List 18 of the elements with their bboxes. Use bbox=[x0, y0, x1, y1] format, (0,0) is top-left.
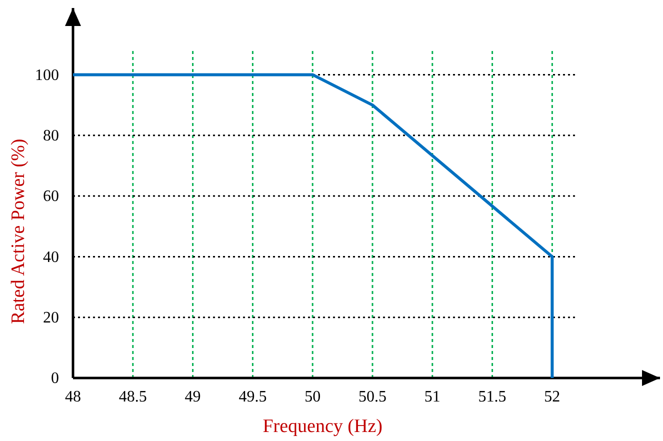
line-series bbox=[72, 73, 554, 380]
x-tick-label: 52 bbox=[544, 388, 560, 406]
x-axis-title: Frequency (Hz) bbox=[262, 416, 382, 437]
x-tick-label: 50.5 bbox=[358, 388, 386, 406]
y-tick-label: 20 bbox=[43, 309, 59, 326]
x-tick-label: 49 bbox=[184, 388, 201, 406]
y-tick-label: 0 bbox=[51, 370, 59, 388]
y-tick-label: 100 bbox=[35, 66, 59, 84]
x-tick-label: 49.5 bbox=[238, 388, 267, 406]
y-axis-title: Rated Active Power (%) bbox=[8, 138, 29, 324]
y-tick-label: 40 bbox=[43, 248, 59, 266]
y-tick-label: 80 bbox=[43, 127, 59, 144]
x-tick-label: 51 bbox=[424, 388, 440, 406]
y-tick-label: 60 bbox=[43, 188, 59, 206]
x-tick-label: 51.5 bbox=[478, 388, 506, 406]
x-tick-label: 48 bbox=[65, 388, 81, 406]
x-tick-label: 48.5 bbox=[118, 388, 147, 406]
x-tick-label: 50 bbox=[304, 388, 321, 406]
